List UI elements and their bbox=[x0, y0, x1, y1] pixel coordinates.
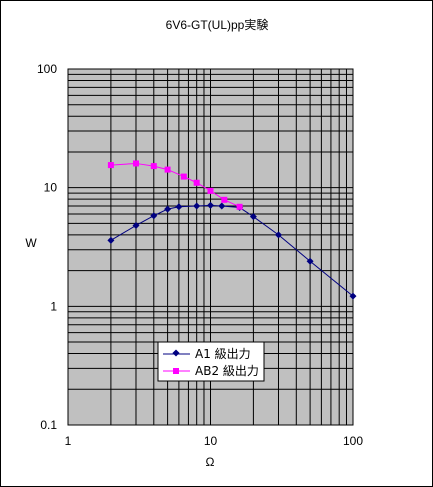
data-point bbox=[150, 163, 157, 170]
data-point bbox=[207, 201, 214, 209]
data-point bbox=[193, 202, 201, 210]
y-tick-label: 0.1 bbox=[40, 418, 57, 432]
y-axis-label: W bbox=[25, 236, 37, 250]
data-point bbox=[107, 162, 114, 169]
data-point bbox=[107, 236, 115, 244]
legend-label-a1: A1 級出力 bbox=[195, 347, 251, 361]
data-point bbox=[164, 166, 171, 173]
x-tick-label: 10 bbox=[204, 434, 218, 448]
grid bbox=[67, 69, 353, 426]
data-point bbox=[221, 196, 228, 203]
legend: A1 級出力 AB2 級出力 bbox=[157, 341, 265, 382]
data-point bbox=[132, 160, 139, 167]
plot-border bbox=[67, 68, 354, 426]
legend-label-ab2: AB2 級出力 bbox=[195, 364, 259, 378]
x-tick-label: 100 bbox=[343, 434, 363, 448]
data-point bbox=[193, 179, 200, 186]
data-point bbox=[249, 213, 257, 221]
x-tick-label: 1 bbox=[65, 434, 72, 448]
legend-marker-a1 bbox=[172, 349, 180, 357]
y-tick-labels: 0.1 1 10 100 bbox=[37, 62, 57, 432]
data-point bbox=[132, 221, 140, 229]
data-point bbox=[164, 205, 172, 213]
legend-marker-ab2 bbox=[173, 368, 179, 374]
data-point bbox=[349, 292, 357, 300]
legend-box bbox=[157, 341, 265, 382]
data-point bbox=[274, 231, 282, 239]
data-point bbox=[175, 203, 183, 211]
y-tick-label: 1 bbox=[50, 299, 57, 313]
data-point bbox=[218, 202, 226, 210]
data-point bbox=[180, 173, 187, 180]
data-point bbox=[306, 257, 314, 265]
y-tick-label: 10 bbox=[44, 181, 58, 195]
chart-title: 6V6-GT(UL)pp実験 bbox=[166, 17, 269, 32]
x-axis-label: Ω bbox=[206, 455, 215, 469]
data-point bbox=[207, 187, 214, 194]
series-layer bbox=[107, 160, 357, 300]
data-point bbox=[150, 212, 158, 220]
y-tick-label: 100 bbox=[37, 62, 57, 76]
data-point bbox=[236, 203, 243, 210]
x-tick-labels: 1 10 100 bbox=[65, 434, 364, 448]
